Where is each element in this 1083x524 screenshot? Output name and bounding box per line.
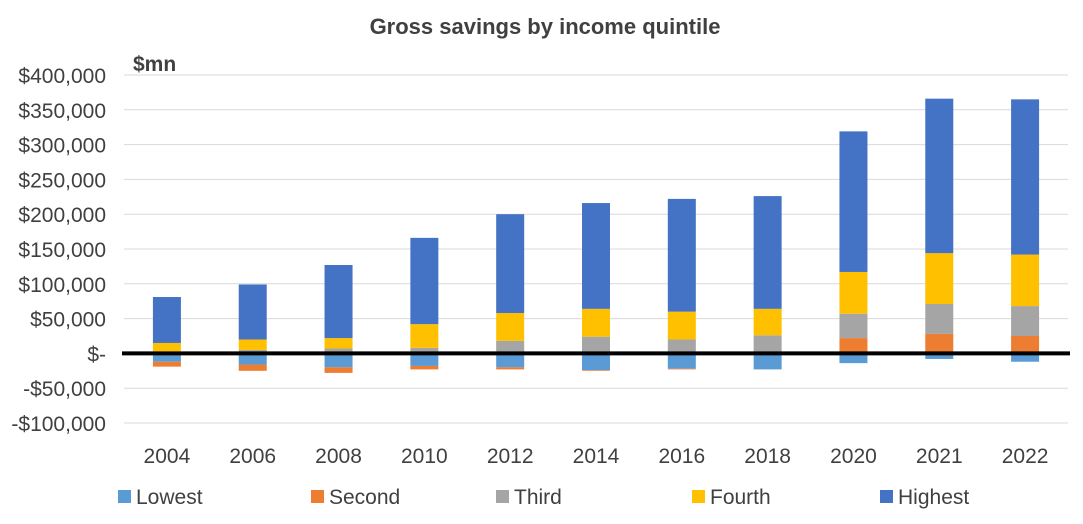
bar-fourth-2012: [496, 313, 525, 341]
bar-third-2012: [496, 340, 525, 354]
bar-second-2014: [582, 370, 610, 371]
legend-label-second: Second: [329, 486, 400, 509]
bar-third-2014: [582, 336, 610, 354]
y-tick-label: $100,000: [18, 274, 106, 297]
bar-fourth-2008: [324, 338, 353, 349]
x-tick-label: 2006: [229, 445, 276, 468]
bar-third-2020: [839, 313, 868, 339]
bar-highest-2018: [753, 196, 782, 309]
x-tick-label: 2010: [401, 445, 448, 468]
bar-second-2021: [925, 333, 954, 354]
bar-third-2008: [324, 348, 353, 354]
bar-highest-2020: [839, 131, 868, 272]
legend: Lowest Second Third Fourth Highest: [118, 486, 969, 509]
bar-highest-2010: [410, 237, 439, 325]
x-tick-label: 2016: [658, 445, 705, 468]
y-tick-label: $200,000: [18, 204, 106, 227]
x-tick-label: 2022: [1002, 445, 1049, 468]
bar-second-2022: [1011, 336, 1040, 354]
bar-lowest-2018: [753, 353, 782, 370]
bar-highest-2006: [238, 284, 267, 340]
y-tick-label: -$50,000: [23, 378, 106, 401]
chart-title: Gross savings by income quintile: [370, 14, 721, 39]
x-tick-label: 2008: [315, 445, 362, 468]
bar-fourth-2010: [410, 324, 439, 348]
bar-highest-2008: [324, 265, 353, 339]
bar-highest-2012: [496, 214, 525, 314]
bar-highest-2004: [152, 297, 181, 343]
legend-label-highest: Highest: [898, 486, 969, 509]
bar-lowest-2008: [324, 353, 353, 368]
bar-second-2010: [410, 365, 439, 370]
bar-second-2012: [496, 367, 525, 370]
x-tick-label: 2004: [144, 445, 191, 468]
bar-lowest-2022: [1011, 353, 1040, 362]
bar-lowest-2012: [496, 353, 525, 368]
bar-third-2018: [753, 335, 782, 354]
bar-fourth-2018: [753, 308, 782, 336]
x-tick-label: 2014: [573, 445, 620, 468]
legend-label-third: Third: [514, 486, 562, 509]
y-tick-label: $300,000: [18, 135, 106, 158]
x-tick-label: 2012: [487, 445, 534, 468]
x-tick-label: 2020: [830, 445, 877, 468]
legend-label-lowest: Lowest: [136, 486, 203, 509]
bar-lowest-2010: [410, 353, 439, 366]
bar-fourth-2021: [925, 253, 954, 304]
bar-second-2016: [667, 368, 696, 370]
x-axis-tick-labels: 2004 2006 2008 2010 2012 2014 2016 2018 2020 2021…: [144, 445, 1049, 468]
bar-lowest-2016: [667, 353, 696, 369]
bar-fourth-2020: [839, 271, 868, 314]
bar-second-2004: [152, 361, 181, 367]
bar-fourth-2016: [667, 311, 696, 340]
bar-fourth-2004: [152, 342, 181, 352]
y-tick-label: $350,000: [18, 100, 106, 123]
legend-swatch-fourth: [692, 490, 705, 503]
legend-swatch-third: [496, 490, 509, 503]
y-tick-label: -$100,000: [11, 413, 106, 436]
bar-highest-2022: [1011, 99, 1040, 255]
bar-third-2016: [667, 339, 696, 354]
bar-third-2021: [925, 303, 954, 334]
y-axis-tick-labels: $400,000 $350,000 $300,000 $250,000 $200,000…: [11, 65, 106, 436]
legend-swatch-second: [311, 490, 324, 503]
x-tick-label: 2021: [916, 445, 963, 468]
y-tick-label: $50,000: [30, 309, 106, 332]
y-tick-label: $150,000: [18, 239, 106, 262]
bar-second-2020: [839, 338, 868, 354]
legend-swatch-highest: [880, 490, 893, 503]
y-tick-label: $-: [87, 343, 106, 366]
bar-second-2008: [324, 367, 353, 373]
bars: [152, 98, 1040, 373]
unit-label: $mn: [133, 53, 176, 76]
bar-highest-2021: [925, 98, 954, 254]
bar-fourth-2022: [1011, 254, 1040, 307]
bar-highest-2016: [667, 198, 696, 312]
bar-second-2006: [238, 364, 267, 371]
bar-lowest-2021: [925, 353, 954, 359]
bar-lowest-2004: [152, 353, 181, 362]
bar-highest-2014: [582, 203, 610, 309]
bar-lowest-2020: [839, 353, 868, 364]
bar-third-2022: [1011, 306, 1040, 336]
bar-fourth-2014: [582, 308, 610, 337]
y-tick-label: $250,000: [18, 169, 106, 192]
legend-label-fourth: Fourth: [710, 486, 771, 509]
bar-lowest-2014: [582, 353, 610, 371]
bar-fourth-2006: [238, 339, 267, 350]
x-tick-label: 2018: [744, 445, 791, 468]
bar-lowest-2006: [238, 353, 267, 365]
legend-swatch-lowest: [118, 490, 131, 503]
y-tick-label: $400,000: [18, 65, 106, 88]
bar-third-2010: [410, 347, 439, 354]
